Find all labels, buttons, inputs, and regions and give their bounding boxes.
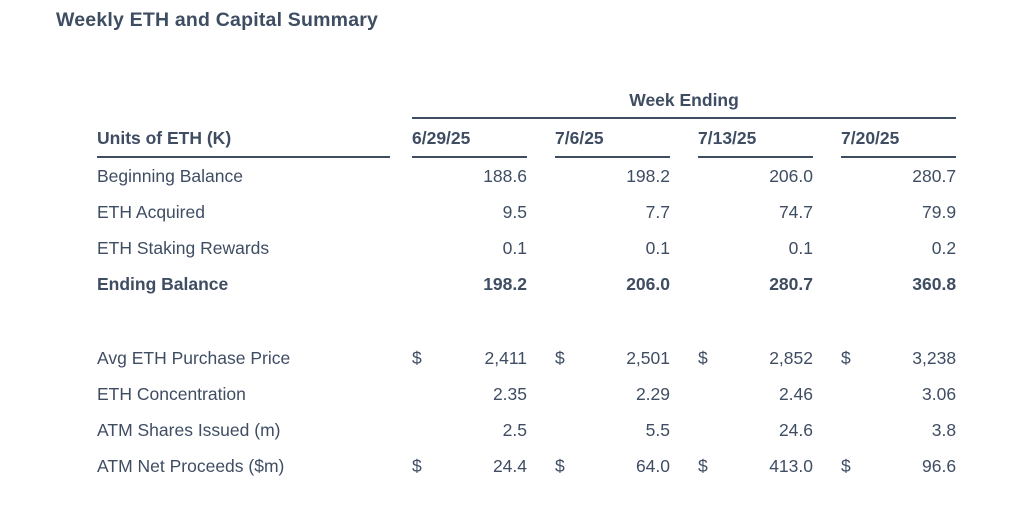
value-cell: 24.4 xyxy=(492,456,527,476)
value-cell: 2,501 xyxy=(626,348,670,368)
spacer-cell xyxy=(97,84,412,118)
currency-cell xyxy=(841,229,871,265)
value-cell: 3.8 xyxy=(931,420,957,440)
currency-cell xyxy=(841,265,871,301)
value-cell: 2.29 xyxy=(635,384,670,404)
table-row-atm-net-proceeds: ATM Net Proceeds ($m) $ 24.4 $ 64.0 $ 41… xyxy=(97,447,956,483)
table-row-eth-concentration: ETH Concentration 2.35 2.29 2.46 3.06 xyxy=(97,375,956,411)
value-cell: 3.06 xyxy=(922,384,957,404)
currency-cell xyxy=(698,411,728,447)
value-cell: 2.46 xyxy=(778,384,813,404)
currency-cell xyxy=(412,375,442,411)
date-header-row: Units of ETH (K) 6/29/25 7/6/25 7/13/25 … xyxy=(97,118,957,158)
week-ending-header-row: Week Ending xyxy=(97,84,957,119)
row-label: ETH Concentration xyxy=(97,384,246,404)
value-cell: 64.0 xyxy=(635,456,670,476)
section-gap-row xyxy=(97,301,956,339)
row-label: Beginning Balance xyxy=(97,166,243,186)
table-row-eth-staking-rewards: ETH Staking Rewards 0.1 0.1 0.1 0.2 xyxy=(97,229,956,265)
table-row-beginning-balance: Beginning Balance 188.6 198.2 206.0 280.… xyxy=(97,157,956,193)
spacer-cell xyxy=(670,118,698,157)
value-cell: 2.35 xyxy=(492,384,527,404)
value-cell: 280.7 xyxy=(912,166,957,186)
column-header-week-1: 6/29/25 xyxy=(412,118,527,158)
currency-cell: $ xyxy=(555,348,565,368)
currency-cell xyxy=(698,375,728,411)
value-cell: 206.0 xyxy=(626,274,670,294)
currency-cell xyxy=(698,265,728,301)
value-cell: 9.5 xyxy=(502,202,527,222)
currency-cell xyxy=(841,375,871,411)
table-row-atm-shares-issued: ATM Shares Issued (m) 2.5 5.5 24.6 3.8 xyxy=(97,411,956,447)
currency-cell xyxy=(841,193,871,229)
value-cell: 79.9 xyxy=(922,202,957,222)
currency-cell: $ xyxy=(412,456,422,476)
column-header-week-4: 7/20/25 xyxy=(841,118,957,158)
value-cell: 206.0 xyxy=(769,166,813,186)
value-cell: 0.1 xyxy=(502,238,527,258)
value-cell: 3,238 xyxy=(912,348,957,368)
currency-cell xyxy=(698,157,728,193)
row-label: Avg ETH Purchase Price xyxy=(97,348,291,368)
spacer-cell xyxy=(390,118,412,157)
value-cell: 188.6 xyxy=(483,166,527,186)
currency-cell xyxy=(555,265,585,301)
currency-cell xyxy=(412,157,442,193)
currency-cell xyxy=(841,411,871,447)
currency-cell xyxy=(555,229,585,265)
currency-cell xyxy=(698,229,728,265)
value-cell: 2.5 xyxy=(502,420,527,440)
week-ending-header: Week Ending xyxy=(412,84,957,119)
currency-cell: $ xyxy=(698,348,708,368)
spacer-cell xyxy=(527,118,555,157)
currency-cell xyxy=(555,375,585,411)
value-cell: 74.7 xyxy=(778,202,813,222)
currency-cell xyxy=(412,229,442,265)
page-title: Weekly ETH and Capital Summary xyxy=(56,9,379,31)
table-row-avg-eth-purchase-price: Avg ETH Purchase Price $ 2,411 $ 2,501 $… xyxy=(97,339,956,375)
currency-cell: $ xyxy=(555,456,565,476)
row-label: Ending Balance xyxy=(97,274,229,294)
value-cell: 360.8 xyxy=(912,274,957,294)
currency-cell xyxy=(555,157,585,193)
value-cell: 0.2 xyxy=(931,238,957,258)
currency-cell: $ xyxy=(698,456,708,476)
currency-cell xyxy=(412,411,442,447)
currency-cell xyxy=(412,265,442,301)
currency-cell: $ xyxy=(412,348,422,368)
value-cell: 198.2 xyxy=(483,274,527,294)
value-cell: 0.1 xyxy=(645,238,670,258)
currency-cell: $ xyxy=(841,456,851,476)
currency-cell: $ xyxy=(841,348,851,368)
currency-cell xyxy=(412,193,442,229)
weekly-summary-table: Week Ending Units of ETH (K) 6/29/25 7/6… xyxy=(97,84,957,483)
value-cell: 2,852 xyxy=(769,348,813,368)
value-cell: 0.1 xyxy=(788,238,813,258)
row-group-header: Units of ETH (K) xyxy=(97,118,390,158)
row-label: ATM Shares Issued (m) xyxy=(97,420,281,440)
value-cell: 96.6 xyxy=(922,456,957,476)
spacer-cell xyxy=(813,118,841,157)
column-header-week-2: 7/6/25 xyxy=(555,118,670,158)
currency-cell xyxy=(698,193,728,229)
value-cell: 2,411 xyxy=(484,348,528,368)
table-row-eth-acquired: ETH Acquired 9.5 7.7 74.7 79.9 xyxy=(97,193,956,229)
currency-cell xyxy=(555,411,585,447)
currency-cell xyxy=(841,157,871,193)
value-cell: 280.7 xyxy=(769,274,813,294)
table-row-ending-balance: Ending Balance 198.2 206.0 280.7 360.8 xyxy=(97,265,956,301)
row-label: ETH Acquired xyxy=(97,202,205,222)
row-label: ATM Net Proceeds ($m) xyxy=(97,456,285,476)
value-cell: 413.0 xyxy=(769,456,813,476)
currency-cell xyxy=(555,193,585,229)
value-cell: 24.6 xyxy=(778,420,813,440)
row-label: ETH Staking Rewards xyxy=(97,238,270,258)
column-header-week-3: 7/13/25 xyxy=(698,118,813,158)
value-cell: 7.7 xyxy=(645,202,670,222)
value-cell: 198.2 xyxy=(626,166,670,186)
value-cell: 5.5 xyxy=(645,420,670,440)
